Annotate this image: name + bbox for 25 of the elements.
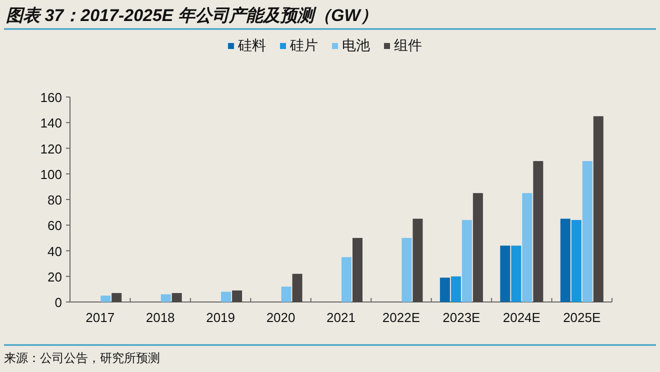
x-tick-label: 2025E xyxy=(563,310,602,325)
x-tick-label: 2024E xyxy=(502,310,541,325)
legend-label: 硅片 xyxy=(289,37,318,53)
y-tick-label: 120 xyxy=(40,141,62,156)
y-tick-label: 40 xyxy=(48,244,62,259)
legend-label: 硅料 xyxy=(237,37,266,53)
y-tick-label: 100 xyxy=(40,166,62,182)
x-tick-label: 2021 xyxy=(326,310,356,325)
x-tick-label: 2017 xyxy=(86,310,115,325)
annotation: 来源：公司公告，研究所预测 xyxy=(4,351,160,365)
x-tick-label: 2020 xyxy=(266,310,296,325)
y-tick-label: 160 xyxy=(40,90,62,105)
x-tick-label: 2022E xyxy=(382,310,420,325)
y-tick-label: 60 xyxy=(48,218,62,234)
legend-label: 电池 xyxy=(342,37,370,53)
x-tick-label: 2018 xyxy=(146,310,175,325)
y-tick-label: 20 xyxy=(48,269,62,284)
legend-label: 组件 xyxy=(394,37,422,53)
y-tick-label: 80 xyxy=(48,192,62,208)
y-tick-label: 140 xyxy=(40,116,62,131)
y-tick-label: 0 xyxy=(54,295,62,310)
title: 图表 37：2017-2025E 年公司产能及预测（GW） xyxy=(6,6,378,25)
x-tick-label: 2019 xyxy=(206,310,236,325)
x-tick-label: 2023E xyxy=(442,310,481,325)
plot: 0 20 40 60 80 100 120 140 160 2017 2018 2019 2020 2021 2022E 2023E 2024E 2025E xyxy=(40,90,612,325)
